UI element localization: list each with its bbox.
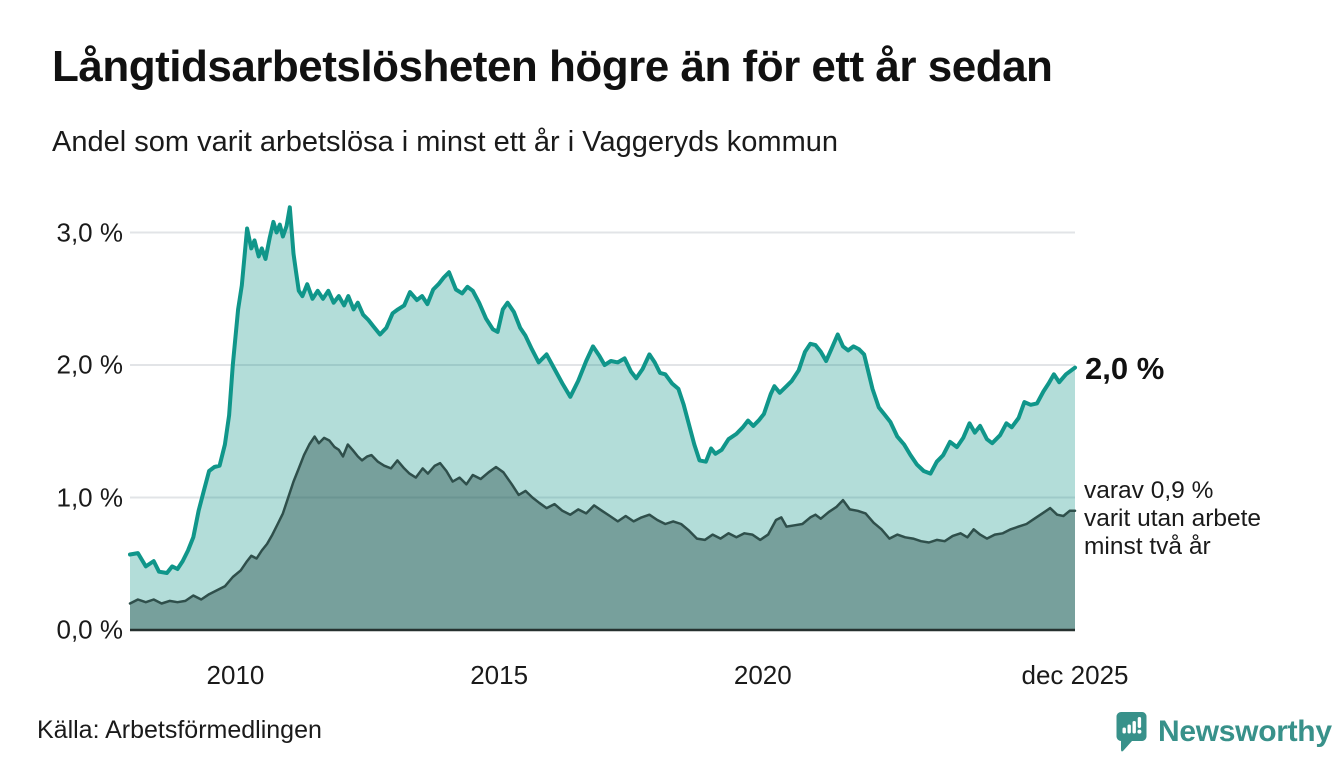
x-tick-label: 2020 <box>733 660 792 690</box>
bubble-shape <box>1116 712 1147 752</box>
y-tick-label: 2,0 % <box>56 349 124 380</box>
annotation-line: varav 0,9 % <box>1084 477 1214 504</box>
annotation-line: minst två år <box>1084 533 1211 560</box>
y-tick-label: 1,0 % <box>56 482 124 512</box>
brand-name: Newsworthy <box>1158 715 1332 748</box>
exclamation-dot <box>1137 729 1142 734</box>
x-tick-label: 2010 <box>206 660 265 690</box>
source-credit: Källa: Arbetsförmedlingen <box>37 716 322 744</box>
latest-value-label: 2,0 % <box>1085 351 1165 386</box>
chart-subtitle: Andel som varit arbetslösa i minst ett å… <box>52 126 839 158</box>
secondary-series-annotation: varav 0,9 % varit utan arbete minst två … <box>1084 477 1261 561</box>
y-tick-label: 0,0 % <box>56 614 124 645</box>
newsworthy-logo: Newsworthy <box>1116 710 1332 754</box>
bar-small <box>1122 727 1126 734</box>
area-line-series-2 <box>128 435 1077 605</box>
bar-large <box>1132 721 1136 734</box>
newsworthy-speech-bubble-chart-icon <box>1116 712 1147 752</box>
x-tick-label: 2015 <box>470 660 529 690</box>
area-fill-series-1 <box>130 207 1075 631</box>
x-tick-label: dec 2025 <box>1021 660 1129 690</box>
page-title: Långtidsarbetslösheten högre än för ett … <box>52 42 1053 91</box>
annotation-line: varit utan arbete <box>1084 505 1262 532</box>
y-tick-label: 3,0 % <box>56 217 124 247</box>
area-line-series-1 <box>128 205 1077 575</box>
area-fill-series-2 <box>130 436 1075 630</box>
exclamation-bar <box>1137 717 1142 728</box>
bar-medium <box>1127 724 1131 734</box>
